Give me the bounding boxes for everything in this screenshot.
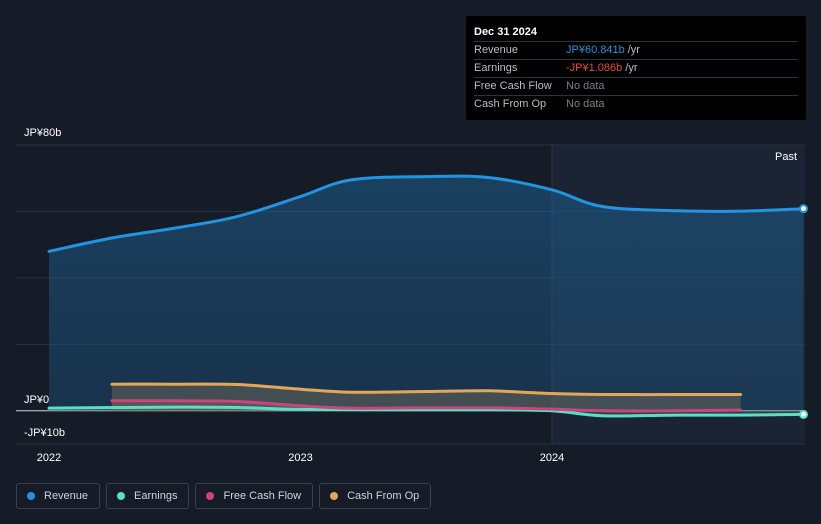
- y-tick-top: JP¥80b: [24, 127, 61, 139]
- legend-item-free-cash-flow[interactable]: Free Cash Flow: [195, 483, 314, 509]
- tooltip-row-earnings: Earnings -JP¥1.086b /yr: [474, 59, 798, 77]
- tooltip-label: Free Cash Flow: [474, 80, 552, 92]
- legend-label: Free Cash Flow: [223, 490, 302, 502]
- revenue-line: [47, 174, 805, 253]
- legend-label: Revenue: [44, 490, 89, 502]
- tooltip-date: Dec 31 2024: [474, 26, 537, 38]
- tooltip-value: No data: [566, 98, 605, 110]
- legend-item-cash-from-op[interactable]: Cash From Op: [319, 483, 432, 509]
- tooltip-value: JP¥60.841b: [566, 44, 625, 56]
- tooltip-label: Cash From Op: [474, 98, 547, 110]
- tooltip-value: No data: [566, 80, 605, 92]
- tooltip-label: Earnings: [474, 62, 518, 74]
- past-region-label: Past: [775, 151, 797, 163]
- cash-from-op-line: [110, 382, 743, 397]
- legend-label: Earnings: [134, 490, 178, 502]
- tooltip-row-free-cash-flow: Free Cash Flow No data: [474, 77, 798, 95]
- y-tick-zero: JP¥0: [24, 394, 49, 406]
- earnings-end-point: [799, 409, 808, 419]
- legend-dot-icon: [27, 492, 35, 500]
- x-tick-2024: 2024: [540, 452, 564, 464]
- earnings-line: [47, 405, 805, 418]
- legend-dot-icon: [117, 492, 126, 500]
- x-tick-2022: 2022: [37, 452, 61, 464]
- x-tick-2023: 2023: [288, 452, 312, 464]
- legend-item-revenue[interactable]: Revenue: [16, 483, 101, 509]
- y-tick-bottom: -JP¥10b: [24, 427, 65, 439]
- earnings-area: [49, 407, 804, 417]
- tooltip-value: -JP¥1.086b: [566, 62, 623, 74]
- tooltip-unit: /yr: [625, 62, 638, 74]
- legend-dot-icon: [206, 492, 215, 500]
- free-cash-flow-line: [110, 399, 743, 413]
- legend-dot-icon: [330, 492, 339, 500]
- revenue-area: [49, 176, 804, 411]
- tooltip-label: Revenue: [474, 44, 519, 56]
- revenue-end-point: [799, 204, 808, 214]
- legend-item-earnings[interactable]: Earnings: [106, 483, 190, 509]
- tooltip: Dec 31 2024 Revenue JP¥60.841b /yr Earni…: [466, 16, 806, 120]
- tooltip-unit: /yr: [627, 44, 640, 56]
- legend: Revenue Earnings Free Cash Flow Cash Fro…: [16, 483, 432, 509]
- tooltip-row-revenue: Revenue JP¥60.841b /yr: [474, 41, 798, 59]
- tooltip-row-cash-from-op: Cash From Op No data: [474, 95, 798, 113]
- legend-label: Cash From Op: [347, 490, 420, 502]
